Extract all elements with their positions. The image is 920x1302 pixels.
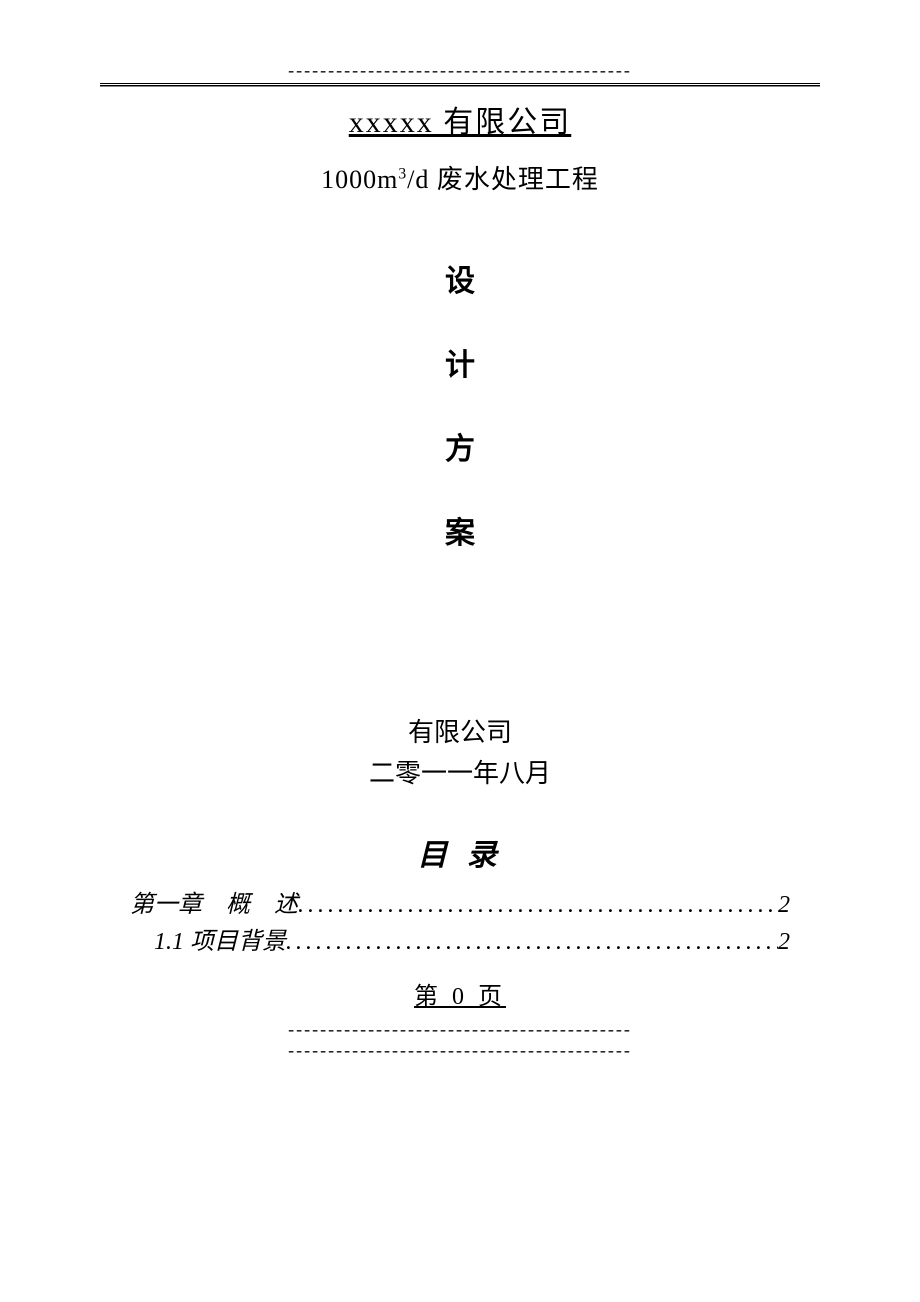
toc-entry-label: 第一章 概 述 (130, 884, 298, 919)
toc-entry-label: 1.1 项目背景 (130, 921, 286, 956)
footer-company: 有限公司 (100, 712, 820, 749)
toc-title: 目 录 (100, 830, 820, 874)
page-number: 第 0 页 (100, 976, 820, 1011)
project-subtitle: 1000m3/d 废水处理工程 (100, 159, 820, 196)
top-dash-line: ----------------------------------------… (100, 60, 820, 81)
subtitle-suffix: /d 废水处理工程 (407, 165, 599, 194)
company-title: xxxxx 有限公司 (100, 97, 820, 141)
toc-entry-page: 2 (778, 892, 790, 919)
subtitle-prefix: 1000m (321, 165, 398, 194)
bottom-dash-line-2: ----------------------------------------… (100, 1040, 820, 1061)
bottom-dash-line-1: ----------------------------------------… (100, 1019, 820, 1040)
toc-container: 第一章 概 述.................................… (100, 884, 820, 956)
toc-entry: 1.1 项目背景................................… (130, 921, 790, 956)
vertical-char-1: 设 (100, 256, 820, 300)
toc-entry-page: 2 (778, 929, 790, 956)
footer-date: 二零一一年八月 (100, 753, 820, 790)
toc-entry: 第一章 概 述.................................… (130, 884, 790, 919)
vertical-char-4: 案 (100, 508, 820, 552)
toc-entry-dots: ........................................… (298, 892, 778, 919)
subtitle-superscript: 3 (398, 165, 407, 182)
vertical-char-3: 方 (100, 424, 820, 468)
vertical-title: 设 计 方 案 (100, 256, 820, 552)
vertical-char-2: 计 (100, 340, 820, 384)
toc-entry-dots: ........................................… (286, 929, 778, 956)
double-rule (100, 83, 820, 87)
